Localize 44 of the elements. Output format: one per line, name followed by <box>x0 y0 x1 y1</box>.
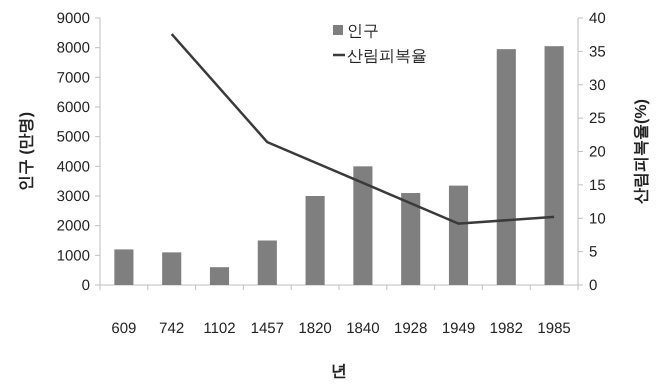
y-tick-label: 8000 <box>56 40 90 57</box>
x-tick-label: 1949 <box>442 320 476 337</box>
bar <box>496 49 516 285</box>
x-tick-label: 609 <box>111 320 136 337</box>
y-tick-label: 6000 <box>56 99 90 116</box>
bar <box>162 252 182 285</box>
bar <box>114 249 134 285</box>
y-tick-label: 2000 <box>56 218 90 235</box>
y2-tick-label: 10 <box>589 210 606 228</box>
x-tick-label: 1457 <box>250 320 284 337</box>
x-tick-label: 1928 <box>394 320 428 337</box>
legend-label: 인구 <box>347 23 379 40</box>
bar <box>353 166 372 285</box>
y-tick-label: 0 <box>82 277 90 294</box>
y2-tick-label: 40 <box>589 10 606 27</box>
y2-tick-label: 20 <box>589 144 606 160</box>
y-tick-label: 1000 <box>56 247 90 264</box>
x-tick-label: 1840 <box>346 320 380 337</box>
x-tick-label: 1820 <box>298 320 332 337</box>
y-tick-label: 3000 <box>56 188 90 205</box>
y2-tick-label: 5 <box>589 244 598 261</box>
x-tick-label: 1982 <box>490 320 523 337</box>
bar <box>306 196 325 285</box>
y2-tick-label: 0 <box>589 277 598 294</box>
bar <box>401 193 420 285</box>
x-tick-label: 1102 <box>203 320 236 337</box>
y2-tick-label: 25 <box>589 110 606 128</box>
x-axis-title: 년 <box>331 363 347 380</box>
y-tick-label: 5000 <box>56 128 90 146</box>
bar <box>544 46 564 285</box>
y2-tick-label: 30 <box>589 76 606 94</box>
x-tick-label: 742 <box>159 320 184 337</box>
legend-label: 산림피복율 <box>347 48 427 65</box>
bar <box>210 267 230 285</box>
x-tick-label: 1985 <box>537 320 571 337</box>
y-tick-label: 7000 <box>56 69 90 86</box>
y2-axis-title: 산림피복율(%) <box>633 99 650 204</box>
y-axis-title: 인구 (만명) <box>18 112 35 192</box>
bar <box>448 186 468 285</box>
y2-tick-label: 35 <box>589 43 606 60</box>
y2-tick-label: 15 <box>589 176 606 194</box>
bar <box>258 240 277 285</box>
y-tick-label: 9000 <box>56 10 90 27</box>
y-tick-label: 4000 <box>56 158 90 176</box>
